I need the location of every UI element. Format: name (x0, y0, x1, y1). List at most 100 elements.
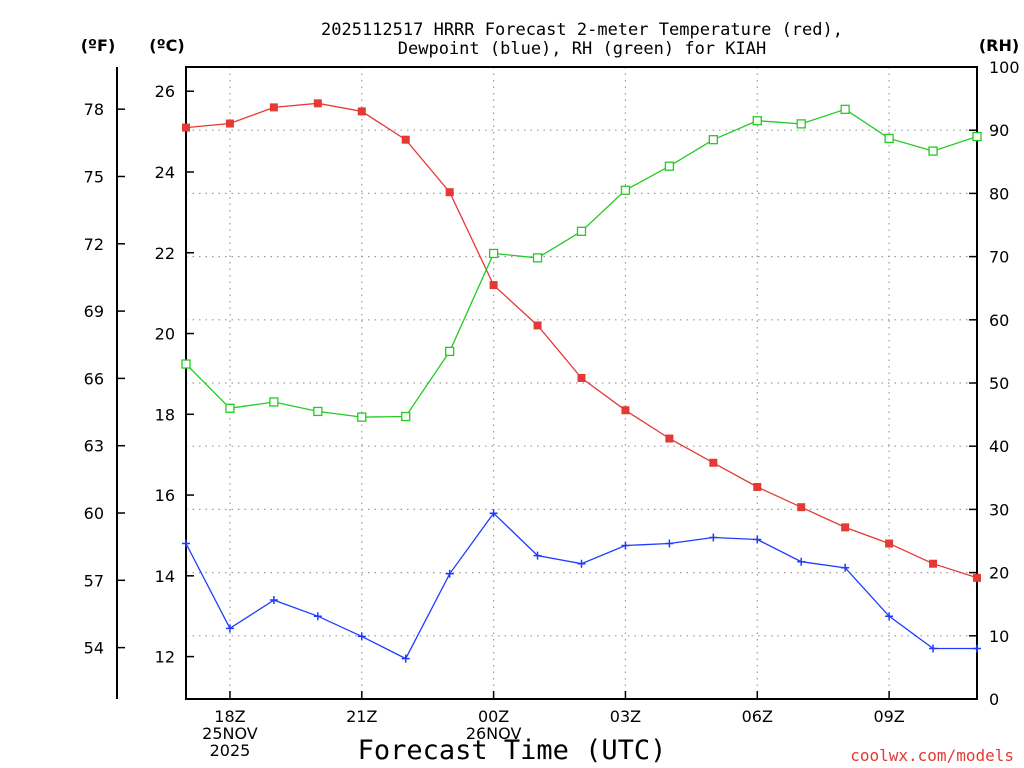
x-tick-label: 06Z (742, 707, 773, 726)
x-tick-label: 00Z (478, 707, 509, 726)
temperature-point (797, 503, 806, 512)
temperature-point (269, 103, 278, 112)
celsius-tick-label: 26 (155, 82, 175, 101)
rh-point (181, 359, 191, 369)
celsius-tick-label: 18 (155, 405, 175, 424)
rh-tick-label: 40 (989, 437, 1009, 456)
rh-tick-label: 10 (989, 627, 1009, 646)
x-tick-label: 18Z (214, 707, 245, 726)
series-temperature (182, 99, 981, 582)
temperature-point (709, 458, 718, 467)
x-tick-label: 03Z (610, 707, 641, 726)
rh-point (401, 411, 411, 422)
rh-point (445, 346, 455, 357)
tick-labels: 12 14 16 18 20 22 24 26 54 57 60 63 66 69 72 75 78 0 10 20 3… (84, 58, 1020, 760)
rh-point (708, 135, 718, 145)
fahrenheit-tick-label: 60 (84, 504, 104, 523)
fahrenheit-tick-label: 57 (84, 571, 104, 590)
dewpoint-point (577, 559, 586, 568)
x-tick-label: 25NOV (202, 724, 258, 743)
fahrenheit-tick-label: 69 (84, 302, 104, 321)
x-axis-label: Forecast Time (UTC) (358, 735, 667, 766)
rh-tick-label: 30 (989, 500, 1009, 519)
dewpoint-point (753, 535, 762, 544)
dewpoint-line (185, 512, 977, 660)
rh-point (664, 161, 675, 171)
series-group (181, 99, 982, 663)
temperature-point (445, 188, 454, 197)
rh-point (972, 131, 982, 142)
dewpoint-point (357, 632, 366, 641)
dewpoint-point (665, 539, 674, 548)
temperature-point (973, 573, 981, 582)
rh-tick-label: 60 (989, 311, 1009, 330)
dewpoint-point (269, 596, 278, 605)
celsius-tick-label: 24 (155, 163, 175, 182)
x-tick-label: 2025 (210, 741, 251, 760)
rh-unit-label: (RH) (979, 36, 1019, 55)
temperature-point (841, 523, 850, 532)
rh-tick-label: 70 (989, 248, 1009, 267)
celsius-tick-label: 12 (155, 648, 175, 667)
temperature-point (489, 281, 498, 290)
rh-tick-label: 50 (989, 374, 1009, 393)
temperature-point (313, 99, 322, 108)
chart-title-line-1: 2025112517 HRRR Forecast 2-meter Tempera… (321, 20, 843, 40)
fahrenheit-tick-label: 78 (84, 100, 104, 119)
rh-point (357, 412, 367, 422)
rh-tick-label: 0 (989, 690, 999, 709)
temperature-point (665, 434, 674, 443)
rh-point (225, 403, 235, 413)
temperature-point (225, 119, 234, 128)
rh-point (884, 133, 894, 144)
fahrenheit-tick-label: 72 (84, 235, 104, 254)
series-dewpoint (182, 509, 981, 663)
dewpoint-point (885, 612, 894, 621)
celsius-tick-label: 22 (155, 244, 175, 263)
x-tick-label: 09Z (873, 707, 904, 726)
temperature-point (929, 559, 938, 568)
dewpoint-point (973, 644, 981, 653)
rh-line (185, 108, 978, 418)
celsius-tick-label: 16 (155, 486, 175, 505)
rh-point (752, 116, 762, 126)
rh-point (488, 248, 499, 259)
fahrenheit-tick-label: 66 (84, 369, 104, 388)
temperature-point (577, 373, 586, 382)
celsius-tick-label: 14 (155, 567, 175, 586)
temperature-line (185, 102, 978, 579)
x-tick-label: 21Z (346, 707, 377, 726)
gridlines (186, 67, 977, 699)
dewpoint-point (797, 557, 806, 566)
rh-point (840, 104, 850, 114)
fahrenheit-unit-label: (ºF) (81, 36, 116, 55)
rh-point (620, 185, 631, 195)
rh-point (576, 226, 587, 236)
plot-frame (185, 66, 978, 700)
fahrenheit-tick-label: 54 (84, 639, 104, 658)
fahrenheit-tick-label: 63 (84, 437, 104, 456)
temperature-point (533, 321, 542, 330)
chart-title-line-2: Dewpoint (blue), RH (green) for KIAH (398, 39, 766, 59)
temperature-point (753, 482, 762, 491)
rh-point (796, 119, 806, 129)
credit-text: coolwx.com/models (850, 746, 1014, 765)
dewpoint-point (709, 533, 718, 542)
celsius-unit-label: (ºC) (149, 36, 184, 55)
dewpoint-point (489, 509, 498, 518)
fahrenheit-tick-label: 75 (84, 167, 104, 186)
rh-point (313, 406, 323, 417)
rh-point (928, 146, 938, 156)
dewpoint-point (445, 569, 454, 578)
dewpoint-point (401, 654, 410, 663)
axes (116, 66, 978, 700)
x-tick-label: 26NOV (466, 724, 522, 743)
dewpoint-point (182, 539, 190, 548)
series-rh (181, 104, 982, 422)
temperature-point (401, 135, 410, 144)
rh-tick-label: 100 (989, 58, 1020, 77)
celsius-tick-label: 20 (155, 325, 175, 344)
rh-tick-label: 90 (989, 121, 1009, 140)
rh-tick-label: 80 (989, 184, 1009, 203)
